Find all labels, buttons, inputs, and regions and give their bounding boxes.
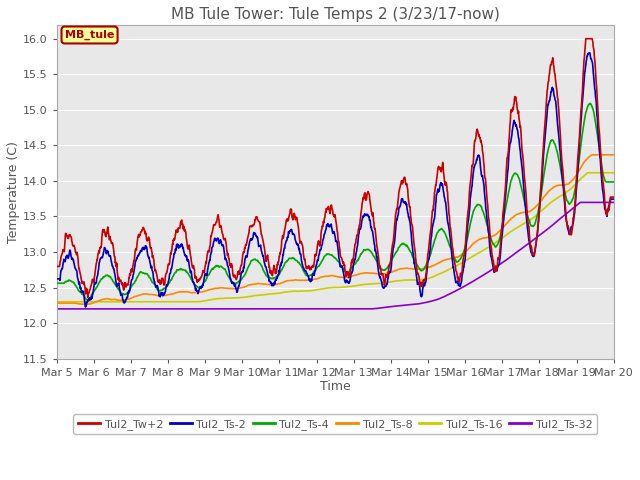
Title: MB Tule Tower: Tule Temps 2 (3/23/17-now): MB Tule Tower: Tule Temps 2 (3/23/17-now… <box>171 7 500 22</box>
Legend: Tul2_Tw+2, Tul2_Ts-2, Tul2_Ts-4, Tul2_Ts-8, Tul2_Ts-16, Tul2_Ts-32: Tul2_Tw+2, Tul2_Ts-2, Tul2_Ts-4, Tul2_Ts… <box>74 414 596 434</box>
Tul2_Ts-32 <box>301 306 308 312</box>
Y-axis label: Temperature (C): Temperature (C) <box>7 141 20 242</box>
Tul2_Ts-4 <box>96 278 104 284</box>
Line: Tul2_Ts-2: Tul2_Ts-2 <box>56 53 614 307</box>
Tul2_Tw+2 <box>96 245 104 251</box>
Tul2_Ts-32 <box>96 306 104 312</box>
Tul2_Ts-8 <box>301 277 308 283</box>
Tul2_Ts-16 <box>96 299 104 305</box>
Tul2_Tw+2 <box>582 36 589 42</box>
Tul2_Ts-16 <box>310 288 318 293</box>
Tul2_Ts-2 <box>119 297 127 302</box>
Tul2_Ts-8 <box>589 152 596 157</box>
Tul2_Ts-16 <box>118 299 126 305</box>
Tul2_Ts-8 <box>370 270 378 276</box>
Tul2_Tw+2 <box>84 295 92 300</box>
Tul2_Tw+2 <box>370 220 378 226</box>
Tul2_Ts-4 <box>52 280 60 286</box>
Tul2_Ts-2 <box>52 276 60 282</box>
Tul2_Tw+2 <box>289 215 297 220</box>
Tul2_Ts-32 <box>52 306 60 312</box>
Tul2_Ts-8 <box>96 298 104 303</box>
Tul2_Ts-4 <box>83 297 91 303</box>
Tul2_Ts-4 <box>370 253 378 259</box>
Tul2_Tw+2 <box>610 194 618 200</box>
Tul2_Ts-2 <box>82 304 90 310</box>
Line: Tul2_Ts-4: Tul2_Ts-4 <box>56 103 614 300</box>
Text: MB_tule: MB_tule <box>65 30 114 40</box>
Tul2_Ts-2 <box>585 50 593 56</box>
Tul2_Ts-4 <box>119 291 127 297</box>
Tul2_Ts-8 <box>311 276 319 282</box>
Tul2_Tw+2 <box>52 264 60 269</box>
Tul2_Tw+2 <box>119 281 127 287</box>
Tul2_Ts-16 <box>370 281 378 287</box>
Tul2_Ts-2 <box>311 268 319 274</box>
Tul2_Ts-8 <box>83 301 91 307</box>
Tul2_Ts-32 <box>289 306 297 312</box>
Tul2_Ts-32 <box>310 306 318 312</box>
Tul2_Ts-32 <box>370 306 378 312</box>
Tul2_Ts-16 <box>301 288 308 294</box>
Tul2_Ts-2 <box>301 268 308 274</box>
Tul2_Ts-16 <box>584 170 591 176</box>
Tul2_Ts-4 <box>301 270 308 276</box>
Tul2_Ts-4 <box>610 179 618 185</box>
Tul2_Ts-16 <box>289 288 297 294</box>
Line: Tul2_Ts-16: Tul2_Ts-16 <box>56 173 614 302</box>
Tul2_Ts-2 <box>289 231 297 237</box>
Line: Tul2_Tw+2: Tul2_Tw+2 <box>56 39 614 298</box>
Tul2_Ts-8 <box>119 298 127 303</box>
Tul2_Ts-2 <box>610 196 618 202</box>
X-axis label: Time: Time <box>320 381 351 394</box>
Tul2_Ts-16 <box>610 170 618 176</box>
Tul2_Ts-4 <box>311 268 319 274</box>
Tul2_Tw+2 <box>311 253 319 259</box>
Tul2_Ts-8 <box>289 277 297 283</box>
Tul2_Ts-8 <box>52 300 60 306</box>
Tul2_Ts-4 <box>289 255 297 261</box>
Tul2_Ts-8 <box>610 152 618 158</box>
Tul2_Ts-32 <box>610 200 618 205</box>
Tul2_Ts-2 <box>96 256 104 262</box>
Tul2_Ts-4 <box>586 100 594 106</box>
Tul2_Ts-32 <box>577 200 584 205</box>
Tul2_Tw+2 <box>301 256 308 262</box>
Tul2_Ts-16 <box>52 299 60 305</box>
Line: Tul2_Ts-32: Tul2_Ts-32 <box>56 203 614 309</box>
Tul2_Ts-32 <box>118 306 126 312</box>
Tul2_Ts-2 <box>370 239 378 245</box>
Line: Tul2_Ts-8: Tul2_Ts-8 <box>56 155 614 304</box>
